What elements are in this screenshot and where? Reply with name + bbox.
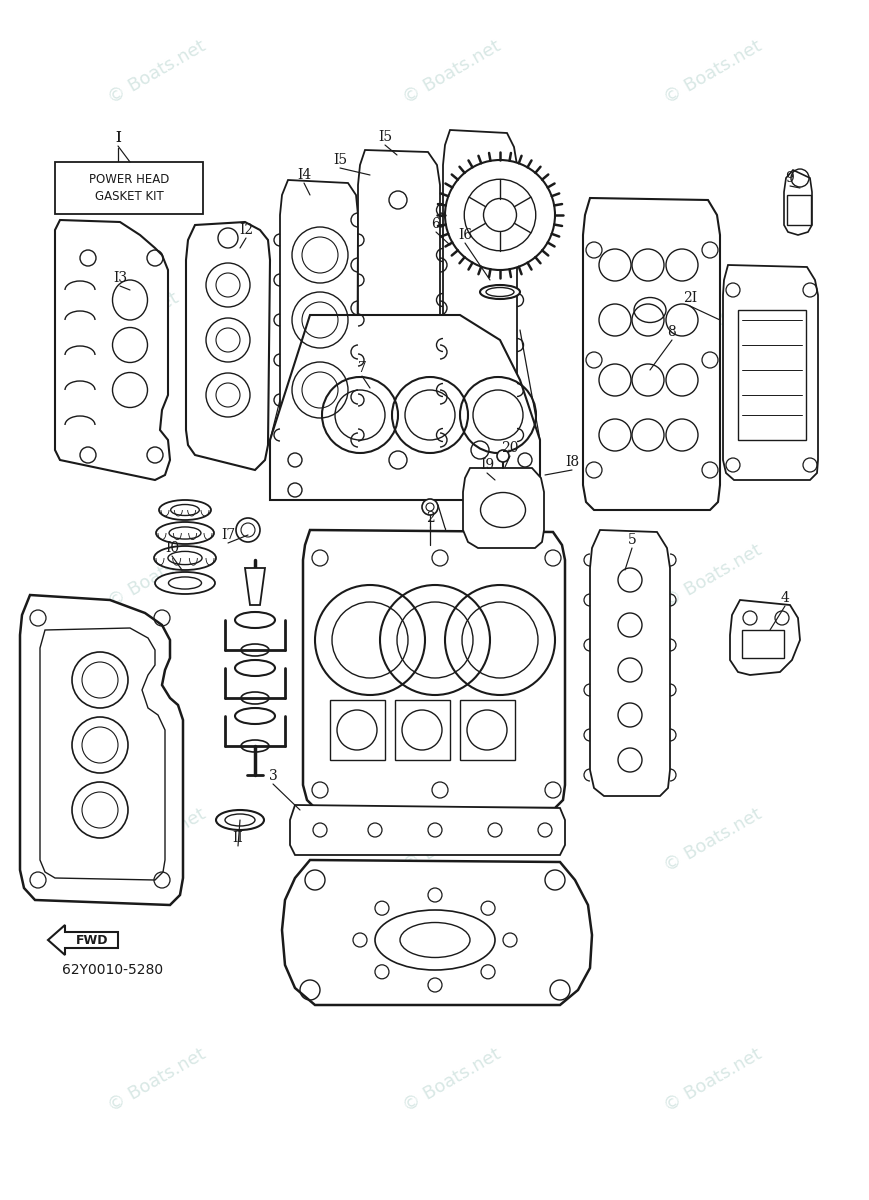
Text: © Boats.net: © Boats.net — [104, 541, 209, 611]
Text: I4: I4 — [297, 168, 311, 182]
Text: I0: I0 — [165, 541, 179, 554]
Text: I6: I6 — [458, 228, 472, 242]
Text: © Boats.net: © Boats.net — [400, 289, 504, 359]
Text: 9: 9 — [786, 170, 794, 185]
Polygon shape — [583, 198, 720, 510]
Ellipse shape — [235, 660, 275, 676]
Polygon shape — [280, 180, 358, 480]
Text: 4: 4 — [780, 590, 789, 605]
Text: 5: 5 — [627, 533, 636, 547]
Ellipse shape — [216, 810, 264, 830]
Text: © Boats.net: © Boats.net — [660, 289, 765, 359]
Ellipse shape — [235, 708, 275, 724]
Polygon shape — [290, 805, 565, 854]
Bar — [395, 700, 450, 760]
Polygon shape — [358, 150, 440, 498]
Text: I5: I5 — [378, 130, 392, 144]
Polygon shape — [784, 170, 812, 235]
Circle shape — [445, 160, 555, 270]
Text: 6: 6 — [432, 217, 441, 230]
Text: 3: 3 — [269, 769, 277, 782]
Text: © Boats.net: © Boats.net — [660, 805, 765, 875]
Ellipse shape — [156, 522, 214, 544]
Text: I7: I7 — [221, 528, 235, 542]
Text: I: I — [115, 131, 121, 145]
Text: © Boats.net: © Boats.net — [400, 37, 504, 107]
Text: © Boats.net: © Boats.net — [104, 805, 209, 875]
Text: 7: 7 — [357, 361, 367, 374]
Text: I3: I3 — [113, 271, 127, 284]
Text: © Boats.net: © Boats.net — [400, 805, 504, 875]
Polygon shape — [723, 265, 818, 480]
Text: 2I: 2I — [683, 290, 697, 305]
Ellipse shape — [235, 612, 275, 628]
Text: I: I — [116, 131, 121, 145]
Text: 2: 2 — [426, 511, 434, 526]
Text: © Boats.net: © Boats.net — [660, 1045, 765, 1115]
Polygon shape — [730, 600, 800, 674]
Circle shape — [422, 499, 438, 515]
Text: © Boats.net: © Boats.net — [400, 1045, 504, 1115]
Text: FWD: FWD — [76, 934, 109, 947]
Polygon shape — [282, 860, 592, 1006]
Circle shape — [497, 450, 509, 462]
Polygon shape — [245, 568, 265, 605]
Polygon shape — [303, 530, 565, 808]
Text: © Boats.net: © Boats.net — [78, 289, 182, 359]
Text: 62Y0010-5280: 62Y0010-5280 — [62, 962, 163, 977]
Ellipse shape — [480, 284, 520, 299]
Ellipse shape — [154, 546, 216, 570]
Text: I5: I5 — [333, 152, 347, 167]
Polygon shape — [55, 220, 170, 480]
Bar — [742, 630, 784, 658]
Text: I2: I2 — [239, 223, 253, 236]
Ellipse shape — [159, 500, 211, 520]
Polygon shape — [443, 130, 517, 492]
Text: 20: 20 — [501, 440, 519, 455]
Text: POWER HEAD
GASKET KIT: POWER HEAD GASKET KIT — [89, 173, 169, 203]
Polygon shape — [186, 222, 270, 470]
Ellipse shape — [155, 572, 215, 594]
Polygon shape — [270, 314, 540, 500]
Text: I8: I8 — [565, 455, 579, 469]
Text: © Boats.net: © Boats.net — [400, 541, 504, 611]
Bar — [738, 310, 806, 440]
Bar — [787, 194, 811, 226]
Bar — [330, 700, 385, 760]
Text: 8: 8 — [667, 325, 676, 338]
Text: © Boats.net: © Boats.net — [104, 37, 209, 107]
Text: © Boats.net: © Boats.net — [104, 1045, 209, 1115]
Text: © Boats.net: © Boats.net — [660, 541, 765, 611]
Text: I9: I9 — [480, 458, 494, 472]
Polygon shape — [20, 595, 183, 905]
Polygon shape — [463, 468, 544, 548]
Text: II: II — [233, 830, 243, 845]
Text: © Boats.net: © Boats.net — [660, 37, 765, 107]
Bar — [55, 162, 203, 214]
Polygon shape — [48, 925, 118, 955]
Bar — [460, 700, 515, 760]
Polygon shape — [590, 530, 670, 796]
